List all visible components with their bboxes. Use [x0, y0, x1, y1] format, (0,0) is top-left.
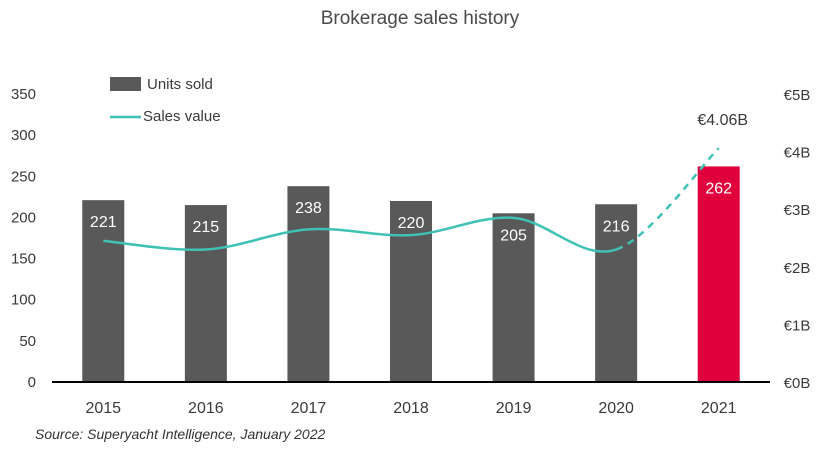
bar: [82, 200, 125, 382]
x-tick-label: 2020: [598, 400, 634, 417]
left-tick-label: 50: [19, 333, 36, 350]
bar-value-label: 205: [500, 227, 527, 244]
right-tick-label: €1B: [784, 317, 811, 334]
x-tick-label: 2015: [85, 400, 121, 417]
chart-title: Brokerage sales history: [320, 8, 520, 29]
bar-labels: 221 215 238 220 205 216 262: [90, 180, 732, 244]
left-tick-label: 300: [11, 127, 36, 144]
x-tick-label: 2017: [291, 400, 327, 417]
legend: Units sold Sales value: [110, 76, 221, 125]
legend-units-sold: Units sold: [147, 76, 213, 93]
right-tick-label: €2B: [784, 260, 811, 277]
legend-bar-swatch: [110, 77, 141, 91]
right-tick-label: €3B: [784, 202, 811, 219]
right-tick-label: €5B: [784, 87, 811, 104]
bar-value-label: 215: [193, 219, 220, 236]
right-axis: €0B €1B €2B €3B €4B €5B: [784, 87, 811, 392]
x-tick-label: 2018: [393, 400, 429, 417]
legend-sales-value: Sales value: [143, 108, 221, 125]
bar: [390, 200, 432, 382]
bar-value-label: 238: [295, 200, 322, 217]
right-tick-label: €0B: [784, 375, 811, 392]
bar: [697, 166, 740, 382]
bar-value-label: 262: [705, 180, 732, 197]
source-note: Source: Superyacht Intelligence, January…: [35, 426, 326, 442]
left-tick-label: 150: [11, 251, 36, 268]
left-tick-label: 100: [11, 292, 36, 309]
left-axis: 0 50 100 150 200 250 300 350: [11, 86, 36, 391]
x-tick-label: 2019: [496, 400, 532, 417]
left-tick-label: 250: [11, 168, 36, 185]
right-tick-label: €4B: [784, 145, 811, 162]
bar: [287, 186, 330, 382]
bar-value-label: 220: [398, 215, 425, 232]
left-tick-label: 200: [11, 209, 36, 226]
sales-value-annotation: €4.06B: [697, 112, 748, 129]
bar: [184, 205, 227, 382]
left-tick-label: 350: [11, 86, 36, 103]
x-axis: 2015 2016 2017 2018 2019 2020 2021: [52, 381, 770, 417]
left-tick-label: 0: [28, 374, 36, 391]
line-series: €4.06B: [103, 112, 748, 253]
sales-value-line: [103, 216, 617, 253]
x-tick-label: 2021: [701, 400, 737, 417]
x-tick-label: 2016: [188, 400, 224, 417]
bar-value-label: 221: [90, 214, 117, 231]
bar-series: [82, 166, 740, 382]
bar: [595, 204, 638, 382]
bar-value-label: 216: [603, 218, 630, 235]
sales-value-forecast-line: [615, 147, 720, 251]
bar: [492, 213, 535, 382]
